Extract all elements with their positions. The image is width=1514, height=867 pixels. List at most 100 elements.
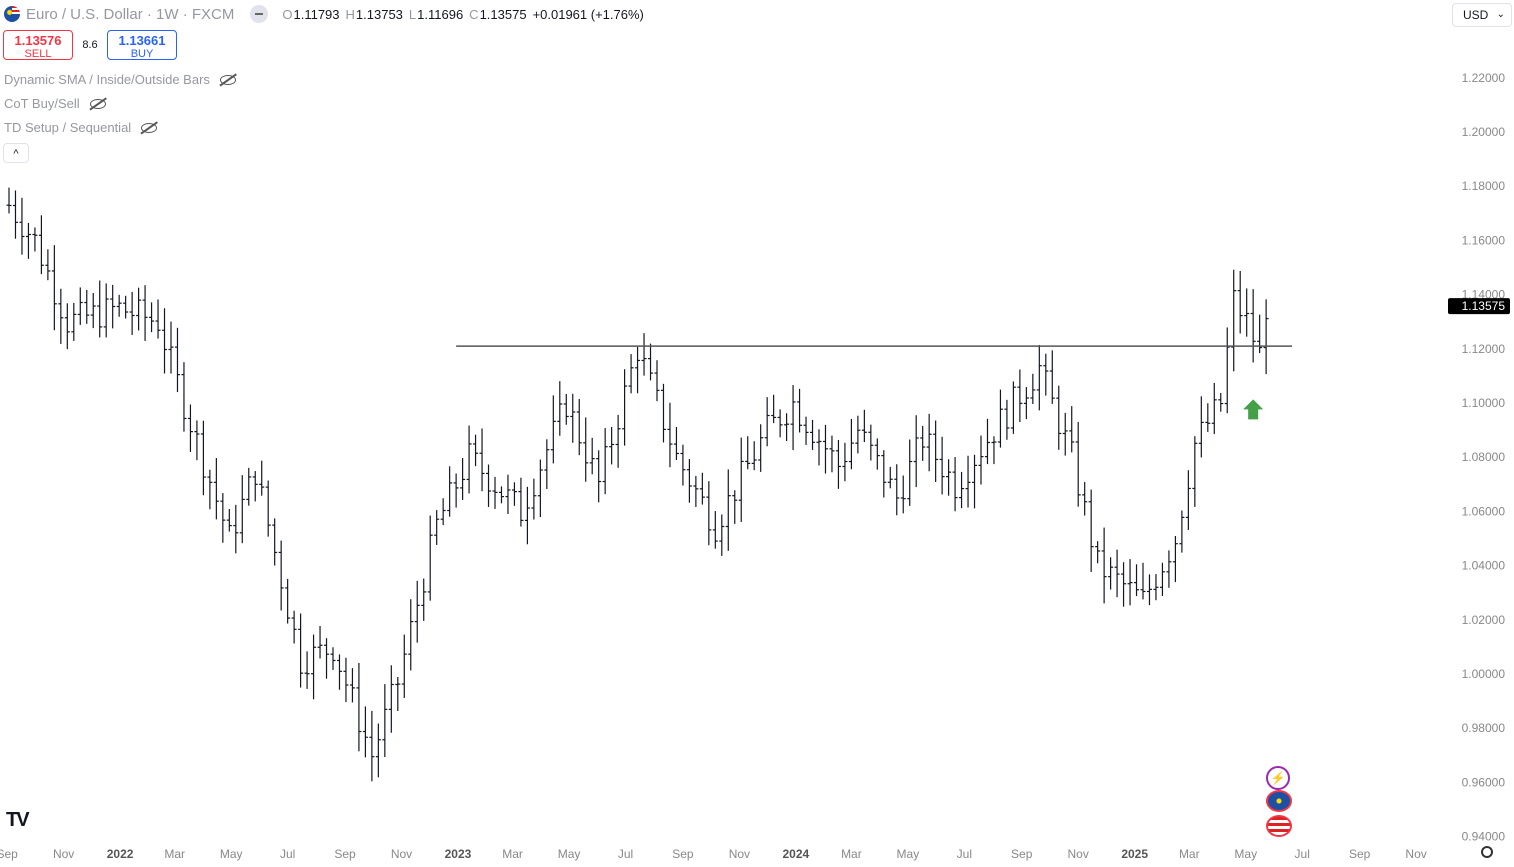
ohlc-bar [680, 444, 686, 486]
eye-hidden-icon[interactable] [219, 74, 236, 85]
ohlc-bar [952, 457, 958, 512]
ohlc-bar [272, 518, 278, 566]
ohlc-bar [920, 426, 926, 461]
ohlc-bar [907, 439, 913, 506]
y-tick-label: 1.10000 [1462, 396, 1506, 410]
ohlc-bar [596, 450, 602, 503]
ohlc-bar [1153, 574, 1159, 601]
ohlc-bar [1075, 421, 1081, 507]
ohlc-bar [304, 651, 310, 689]
trade-panel: 1.13576 SELL 8.6 1.13661 BUY [3, 30, 177, 60]
lightning-icon[interactable]: ⚡ [1266, 766, 1290, 790]
ohlc-bar [894, 464, 900, 516]
settings-gear-icon[interactable] [1481, 846, 1493, 858]
ohlc-bar [25, 222, 31, 259]
ohlc-bar [732, 490, 738, 524]
ohlc-bar [51, 245, 57, 331]
ohlc-bar [745, 436, 751, 470]
ohlc-bar [45, 249, 51, 281]
x-tick-label: Nov [391, 847, 412, 861]
eye-hidden-icon[interactable] [141, 122, 158, 133]
sell-button[interactable]: 1.13576 SELL [3, 30, 73, 60]
indicator-cot[interactable]: CoT Buy/Sell [4, 96, 106, 111]
usd-flag-icon[interactable] [1266, 815, 1292, 837]
ohlc-bar [1231, 269, 1237, 372]
up-arrow-signal [1243, 399, 1264, 420]
ohlc-bar [1250, 289, 1256, 363]
ohlc-bar [278, 540, 284, 611]
y-tick-label: 1.12000 [1462, 342, 1506, 356]
sell-price: 1.13576 [14, 33, 62, 48]
ohlc-bar [1257, 314, 1263, 354]
x-tick-label: 2022 [107, 847, 134, 861]
ohlc-bar [1082, 482, 1088, 516]
x-tick-label: Nov [53, 847, 74, 861]
symbol-header: Euro / U.S. Dollar · 1W · FXCM O1.11793 … [0, 0, 644, 28]
y-tick-label: 0.96000 [1462, 775, 1506, 789]
ohlc-bar [868, 424, 874, 461]
ohlc-bar [460, 457, 466, 500]
ohlc-bar [226, 508, 232, 532]
ohlc-bar [641, 333, 647, 376]
ohlc-bar [259, 460, 265, 496]
x-tick-label: May [220, 847, 243, 861]
ohlc-bar [233, 504, 239, 554]
price-axis[interactable]: 1.22000 1.20000 1.18000 1.16000 1.14000 1.120… [1462, 71, 1506, 844]
ohlc-bar [265, 480, 271, 537]
ohlc-bar [972, 454, 978, 509]
ohlc-bar [842, 442, 848, 482]
eur-usd-flag-icon [4, 6, 20, 22]
collapse-minus-icon[interactable] [250, 5, 269, 23]
ohlc-bar [90, 293, 96, 329]
ohlc-bar [285, 578, 291, 624]
ohlc-bar [1030, 373, 1036, 405]
ohlc-bar [570, 393, 576, 443]
ohlc-bar [881, 450, 887, 498]
indicator-td-setup[interactable]: TD Setup / Sequential [4, 120, 158, 135]
ohlc-bar [200, 420, 206, 496]
currency-select[interactable]: USD ⌄ [1452, 3, 1512, 27]
y-tick-label: 1.06000 [1462, 504, 1506, 518]
ohlc-bar [1023, 387, 1029, 420]
ohlc-bar [77, 287, 83, 325]
ohlc-bar [531, 478, 537, 520]
ohlc-bar [1198, 396, 1204, 458]
ohlc-bar [1095, 541, 1101, 564]
x-tick-label: Sep [334, 847, 356, 861]
ohlc-bar [874, 438, 880, 470]
ohlc-bar [589, 437, 595, 475]
ohlc-bar [1218, 392, 1224, 412]
ohlc-bar [900, 475, 906, 514]
ohlc-bar [784, 413, 790, 442]
ohlc-bar [965, 455, 971, 508]
x-tick-label: Jul [957, 847, 972, 861]
ohlc-bar [1108, 557, 1114, 590]
ohlc-bar [861, 409, 867, 443]
ohlc-bar [939, 436, 945, 495]
ohlc-bar [1062, 412, 1068, 456]
ohlc-bar [356, 662, 362, 752]
eye-hidden-icon[interactable] [89, 98, 106, 109]
eur-flag-icon[interactable] [1266, 790, 1292, 812]
time-axis[interactable]: Sep Nov 2022 Mar May Jul Sep Nov 2023 Mar May Jul Se… [0, 847, 1427, 861]
collapse-indicators-button[interactable]: ^ [3, 143, 29, 163]
last-price-badge [1448, 298, 1510, 315]
ohlc-bar [654, 360, 660, 402]
ohlc-bar [1101, 527, 1107, 604]
tradingview-logo[interactable]: TV [6, 809, 30, 831]
y-tick-label: 1.04000 [1462, 559, 1506, 573]
ohlc-bar [544, 439, 550, 490]
indicator-dynamic-sma[interactable]: Dynamic SMA / Inside/Outside Bars [4, 72, 236, 87]
x-tick-label: May [558, 847, 581, 861]
sell-label: SELL [24, 48, 52, 60]
ohlc-bar [524, 486, 530, 545]
ohlc-bar [434, 510, 440, 545]
ohlc-bar [362, 706, 368, 758]
ohlc-bar [414, 580, 420, 643]
ohlc-bar [1140, 562, 1146, 600]
symbol-title[interactable]: Euro / U.S. Dollar · 1W · FXCM [26, 5, 235, 23]
x-tick-label: Jul [1295, 847, 1310, 861]
x-tick-label: Mar [164, 847, 185, 861]
buy-button[interactable]: 1.13661 BUY [107, 30, 177, 60]
